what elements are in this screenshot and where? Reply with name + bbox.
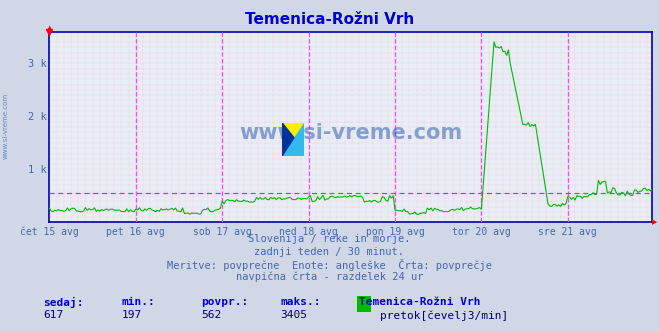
Text: Temenica-Rožni Vrh: Temenica-Rožni Vrh [245, 12, 414, 27]
Text: 3405: 3405 [280, 310, 307, 320]
Text: www.si-vreme.com: www.si-vreme.com [239, 123, 463, 143]
Text: ▲: ▲ [47, 26, 52, 32]
Text: 562: 562 [201, 310, 221, 320]
Text: Meritve: povprečne  Enote: angleške  Črta: povprečje: Meritve: povprečne Enote: angleške Črta:… [167, 259, 492, 271]
Text: www.si-vreme.com: www.si-vreme.com [2, 93, 9, 159]
Text: navpična črta - razdelek 24 ur: navpična črta - razdelek 24 ur [236, 272, 423, 283]
Text: zadnji teden / 30 minut.: zadnji teden / 30 minut. [254, 247, 405, 257]
Text: pretok[čevelj3/min]: pretok[čevelj3/min] [380, 310, 509, 321]
Text: Slovenija / reke in morje.: Slovenija / reke in morje. [248, 234, 411, 244]
Text: ▶: ▶ [652, 219, 658, 225]
Text: maks.:: maks.: [280, 297, 320, 307]
Polygon shape [282, 123, 294, 156]
Text: 617: 617 [43, 310, 63, 320]
Text: sedaj:: sedaj: [43, 297, 83, 308]
Text: 197: 197 [122, 310, 142, 320]
Text: min.:: min.: [122, 297, 156, 307]
Text: Temenica-Rožni Vrh: Temenica-Rožni Vrh [359, 297, 480, 307]
Text: povpr.:: povpr.: [201, 297, 248, 307]
Polygon shape [282, 123, 304, 156]
